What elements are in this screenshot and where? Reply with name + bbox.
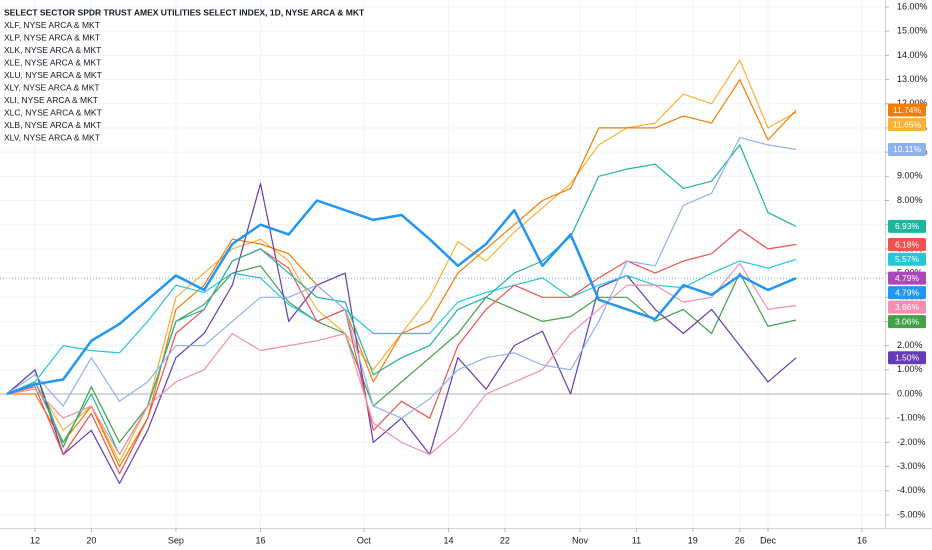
legend-entry: XLF, NYSE ARCA & MKT: [4, 20, 100, 30]
legend-entry: XLP, NYSE ARCA & MKT: [4, 32, 100, 42]
legend-entry: XLY, NYSE ARCA & MKT: [4, 82, 100, 92]
last-value-label: 10.11%: [893, 144, 922, 154]
legend-entry: XLV, NYSE ARCA & MKT: [4, 132, 100, 142]
x-tick-label: Dec: [760, 535, 777, 545]
last-value-badge: [888, 252, 926, 266]
last-value-label: 3.06%: [895, 316, 920, 326]
y-tick-label: 16.00%: [897, 1, 928, 11]
last-value-badge: [888, 286, 926, 300]
last-value-badge: [888, 315, 926, 329]
y-tick-label: -1.00%: [897, 413, 926, 423]
y-tick-label: 0.00%: [897, 388, 923, 398]
last-value-badge: [888, 300, 926, 314]
x-tick-label: 14: [443, 535, 453, 545]
legend: SELECT SECTOR SPDR TRUST AMEX UTILITIES …: [4, 7, 365, 142]
last-value-badge: [888, 219, 926, 233]
x-tick-label: 26: [735, 535, 745, 545]
y-tick-label: -2.00%: [897, 437, 926, 447]
y-tick-label: 15.00%: [897, 26, 928, 36]
y-tick-label: -5.00%: [897, 509, 926, 519]
last-value-label: 5.57%: [895, 254, 920, 264]
legend-entry: XLI, NYSE ARCA & MKT: [4, 95, 98, 105]
last-value-badge: [888, 351, 926, 365]
main-line: [6, 199, 797, 396]
legend-entry: XLU, NYSE ARCA & MKT: [4, 70, 102, 80]
compare-line: [6, 258, 797, 395]
last-value-label: 11.74%: [893, 105, 922, 115]
last-value-badge: [888, 271, 926, 285]
x-tick-label: 16: [857, 535, 867, 545]
last-value-label: 6.18%: [895, 239, 920, 249]
x-tick-label: 16: [256, 535, 266, 545]
y-tick-label: 1.00%: [897, 364, 923, 374]
x-tick-label: Sep: [168, 535, 184, 545]
last-value-labels: 11.74% 11.65% 10.11% 6.93% 6.18% 5.57% 4.79% 4.…: [888, 103, 926, 365]
last-value-badge: [888, 238, 926, 252]
y-tick-label: 12.00%: [897, 98, 928, 108]
x-tick-label: 19: [688, 535, 698, 545]
last-value-label: 6.93%: [895, 221, 920, 231]
legend-entry: XLB, NYSE ARCA & MKT: [4, 120, 101, 130]
y-tick-label: 13.00%: [897, 74, 928, 84]
legend-entry: XLE, NYSE ARCA & MKT: [4, 57, 101, 67]
last-value-label: 4.79%: [895, 287, 920, 297]
last-value-label: 1.50%: [895, 352, 920, 362]
compare-line: [6, 228, 797, 475]
legend-entry: XLK, NYSE ARCA & MKT: [4, 45, 101, 55]
y-tick-label: 2.00%: [897, 340, 923, 350]
last-value-label: 3.66%: [895, 302, 920, 312]
compare-line: [6, 137, 797, 419]
last-value-label: 4.79%: [895, 273, 920, 283]
x-tick-label: 12: [30, 535, 40, 545]
x-tick-label: 20: [86, 535, 96, 545]
last-value-badge: [888, 142, 926, 156]
legend-title: SELECT SECTOR SPDR TRUST AMEX UTILITIES …: [4, 7, 365, 17]
x-tick-label: 11: [632, 535, 641, 545]
x-tick-label: 22: [500, 535, 510, 545]
grid: [0, 0, 885, 528]
lines: [0, 59, 885, 485]
x-tick-label: Nov: [572, 535, 589, 545]
y-tick-label: -4.00%: [897, 485, 926, 495]
x-tick-label: Oct: [357, 535, 372, 545]
last-value-badge: [888, 103, 926, 117]
last-value-badge: [888, 118, 926, 132]
y-tick-label: 14.00%: [897, 50, 928, 60]
compare-line: [6, 262, 797, 456]
last-value-label: 11.65%: [893, 119, 922, 129]
y-tick-label: -3.00%: [897, 461, 926, 471]
y-tick-label: 9.00%: [897, 171, 923, 181]
legend-entry: XLC, NYSE ARCA & MKT: [4, 107, 102, 117]
y-tick-label: 8.00%: [897, 195, 923, 205]
